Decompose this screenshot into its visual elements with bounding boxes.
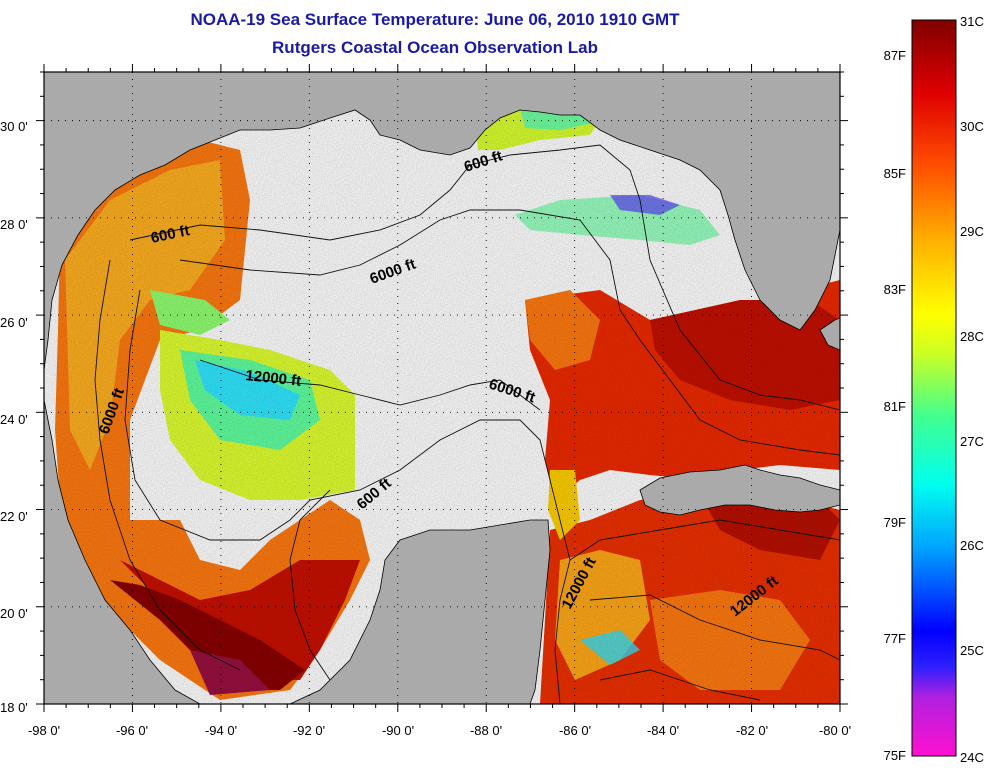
fahrenheit-label: 81F (884, 399, 906, 414)
celsius-label: 25C (960, 643, 984, 658)
axis-ticks (36, 64, 848, 712)
land (44, 72, 840, 704)
celsius-label: 30C (960, 119, 984, 134)
contour-label: 12000 ft (245, 367, 302, 390)
x-tick-label: -86 0' (559, 723, 591, 738)
y-tick-label: 20 0' (0, 606, 28, 621)
fahrenheit-label: 85F (884, 166, 906, 181)
x-tick-label: -80 0' (819, 723, 851, 738)
fahrenheit-label: 87F (884, 48, 906, 63)
x-tick-label: -92 0' (293, 723, 325, 738)
map-subtitle: Rutgers Coastal Ocean Observation Lab (272, 38, 598, 57)
bathymetry-contours (94, 144, 840, 704)
fahrenheit-label: 75F (884, 748, 906, 763)
map-gridlines (44, 72, 840, 704)
celsius-label: 27C (960, 434, 984, 449)
y-tick-label: 26 0' (0, 315, 28, 330)
y-tick-label: 24 0' (0, 412, 28, 427)
x-tick-label: -88 0' (470, 723, 502, 738)
x-tick-labels: -98 0' -96 0' -94 0' -92 0' -90 0' -88 0… (28, 723, 851, 738)
fahrenheit-label: 77F (884, 631, 906, 646)
colorbar-gradient (911, 19, 957, 757)
celsius-label: 24C (960, 750, 984, 765)
celsius-label: 26C (960, 538, 984, 553)
colorbar-celsius-labels: 31C 30C 29C 28C 27C 26C 25C 24C (960, 14, 984, 765)
map-title: NOAA-19 Sea Surface Temperature: June 06… (190, 10, 680, 29)
x-tick-label: -82 0' (736, 723, 768, 738)
x-tick-label: -90 0' (382, 723, 414, 738)
x-tick-label: -96 0' (116, 723, 148, 738)
colorbar-fahrenheit-labels: 87F 85F 83F 81F 79F 77F 75F (884, 48, 906, 763)
y-tick-label: 28 0' (0, 217, 28, 232)
fahrenheit-label: 83F (884, 282, 906, 297)
map-area (44, 72, 840, 704)
celsius-label: 28C (960, 329, 984, 344)
celsius-label: 31C (960, 14, 984, 29)
x-tick-label: -98 0' (28, 723, 60, 738)
y-tick-label: 30 0' (0, 119, 28, 134)
y-tick-labels: 30 0' 28 0' 26 0' 24 0' 22 0' 20 0' 18 0… (0, 119, 28, 715)
colorbar: 31C 30C 29C 28C 27C 26C 25C 24C 87F 85F … (884, 14, 984, 765)
x-tick-label: -94 0' (205, 723, 237, 738)
x-tick-label: -84 0' (647, 723, 679, 738)
celsius-label: 29C (960, 224, 984, 239)
fahrenheit-label: 79F (884, 515, 906, 530)
y-tick-label: 18 0' (0, 700, 28, 715)
y-tick-label: 22 0' (0, 509, 28, 524)
